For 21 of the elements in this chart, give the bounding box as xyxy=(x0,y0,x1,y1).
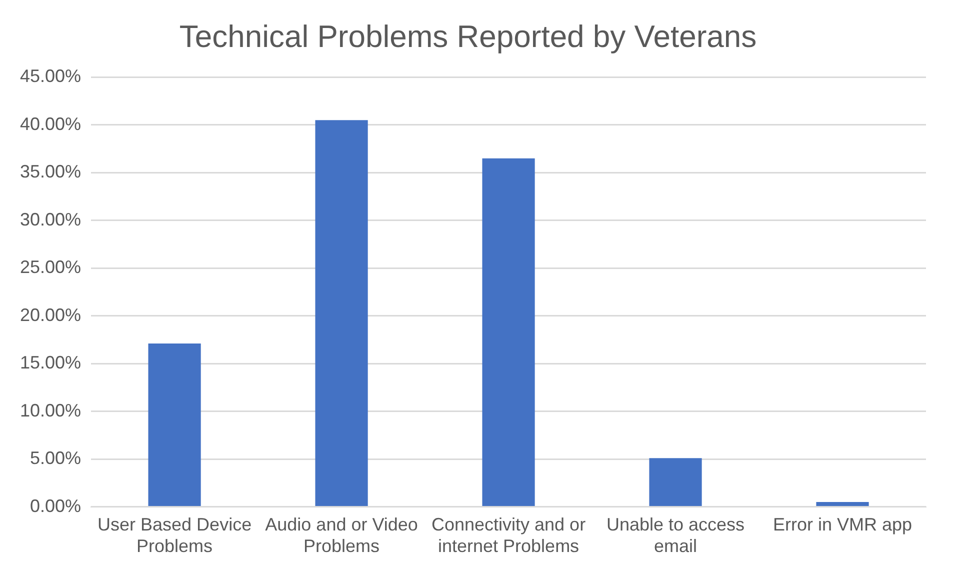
bar xyxy=(148,344,201,506)
y-tick-label: 20.00% xyxy=(20,304,82,325)
y-tick-label: 15.00% xyxy=(20,352,82,373)
bar xyxy=(816,502,869,506)
y-tick-label: 45.00% xyxy=(20,66,82,86)
x-tick-label: Connectivity and or internet Problems xyxy=(431,514,586,556)
x-tick-label: Error in VMR app xyxy=(772,514,912,535)
bar xyxy=(649,458,702,506)
y-tick-label: 40.00% xyxy=(20,114,82,134)
x-tick-label: Audio and or Video Problems xyxy=(265,514,418,556)
bar xyxy=(482,158,535,506)
y-tick-label: 5.00% xyxy=(30,448,82,468)
y-tick-label: 0.00% xyxy=(30,496,82,516)
bar xyxy=(315,120,368,506)
y-tick-label: 25.00% xyxy=(20,257,82,278)
x-tick-label: Unable to access email xyxy=(606,514,745,556)
y-tick-label: 30.00% xyxy=(20,209,82,230)
y-tick-label: 10.00% xyxy=(20,400,82,420)
y-tick-label: 35.00% xyxy=(20,162,82,182)
x-tick-label: User Based Device Problems xyxy=(98,514,252,556)
chart-title: Technical Problems Reported by Veterans xyxy=(179,19,757,54)
